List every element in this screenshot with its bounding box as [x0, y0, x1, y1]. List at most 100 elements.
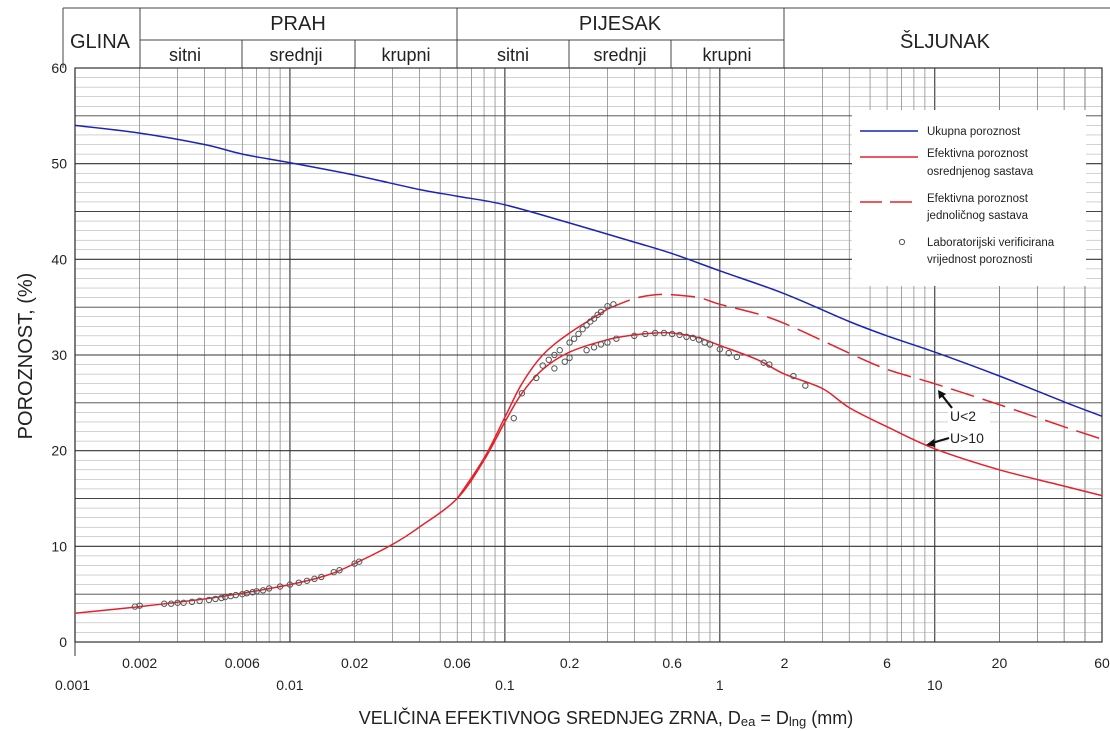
axis-tick-labels: 0 10 20 30 40 50 60 0.002 0.006 0.02 0.06 0.2 0.6 2 6 2… — [51, 60, 1110, 693]
lab-marker-point — [232, 591, 240, 599]
lab-marker-point — [760, 359, 767, 366]
x-tick-label-upper: 6 — [883, 655, 891, 671]
y-tick-label: 0 — [59, 634, 67, 650]
x-tick-label-lower: 1 — [716, 677, 724, 693]
x-tick-label-upper: 20 — [992, 655, 1008, 671]
header-prah-krupni: krupni — [381, 45, 430, 65]
header-prah-sitni: sitni — [169, 45, 201, 65]
header-prah: PRAH — [270, 13, 326, 35]
lab-marker-point — [205, 596, 213, 604]
x-tick-label-upper: 0.2 — [560, 655, 580, 671]
series-line-ukupna — [74, 124, 1103, 417]
lab-marker-point — [533, 374, 540, 382]
lab-marker-point — [590, 344, 598, 351]
lab-marker-point — [676, 331, 683, 339]
y-axis-title: POROZNOST, (%) — [15, 273, 37, 440]
lab-marker-point — [604, 339, 611, 346]
series-lines — [74, 124, 1103, 615]
x-tick-label-upper: 2 — [781, 655, 789, 671]
lab-marker-point — [733, 353, 741, 361]
x-tick-label-upper: 0.06 — [444, 655, 471, 671]
header-pijesak-sitni: sitni — [497, 45, 529, 65]
x-tick-label-upper: 60 — [1094, 655, 1110, 671]
y-tick-label: 30 — [51, 347, 67, 363]
lab-marker-point — [253, 588, 260, 595]
lab-marker-point — [167, 600, 175, 607]
lab-marker-point — [604, 303, 611, 310]
header-pijesak-krupni: krupni — [702, 45, 751, 65]
annotation-arrowhead-u2 — [938, 390, 946, 399]
annotation-bg-u2 — [948, 406, 990, 424]
x-axis-title-mid: = D — [755, 708, 789, 728]
lab-marker-point — [583, 347, 590, 354]
legend-label-lab-2: vrijednost poroznosti — [927, 254, 1032, 266]
lab-marker-point — [336, 567, 343, 574]
lab-marker-point — [597, 308, 605, 316]
x-tick-label-lower: 0.01 — [276, 677, 303, 693]
header-pijesak: PIJESAK — [579, 13, 662, 35]
lab-marker-point — [539, 362, 546, 369]
lab-marker-point — [510, 414, 517, 422]
y-tick-label: 20 — [51, 443, 67, 459]
x-tick-label-upper: 0.02 — [341, 655, 368, 671]
lab-marker-point — [174, 599, 181, 606]
lab-marker-point — [180, 599, 187, 606]
lab-marker-point — [330, 568, 338, 576]
header-pijesak-srednji: srednji — [593, 45, 646, 65]
x-tick-label-lower: 0.1 — [495, 677, 515, 693]
lab-marker-point — [218, 594, 225, 602]
legend-label-osrednjenog-1: Efektivna poroznost — [927, 148, 1029, 160]
lab-marker-point — [188, 598, 196, 606]
lab-marker-point — [212, 595, 219, 603]
grid — [74, 67, 1103, 656]
soil-class-header: GLINA PRAH PIJESAK ŠLJUNAK sitni srednji… — [62, 7, 1110, 68]
lab-marker-point — [695, 336, 703, 343]
lab-marker-point — [802, 382, 809, 389]
plot-frame — [74, 67, 1103, 643]
legend-label-jednolicnog-2: jednoličnog sastava — [926, 210, 1029, 222]
legend-label-osrednjenog-2: osrednjenog sastava — [927, 166, 1034, 178]
series-line-osrednjenog — [74, 331, 1103, 615]
lab-marker-point — [249, 589, 256, 596]
lab-marker-point — [597, 341, 605, 348]
legend-box — [852, 110, 1086, 286]
lab-marker-point — [570, 335, 578, 342]
lab-marker-point — [590, 315, 598, 322]
x-axis-title: VELIČINA EFEKTIVNOG SREDNJEG ZRNA, Dea =… — [359, 707, 853, 729]
lab-marker-point — [566, 339, 573, 346]
legend-marker-circle — [898, 238, 906, 246]
lab-marker-point — [706, 341, 714, 348]
lab-marker-point — [660, 329, 668, 337]
header-prah-srednji: srednji — [269, 45, 322, 65]
x-axis-title-end: (mm) — [806, 708, 853, 728]
lab-marker-point — [556, 347, 563, 354]
lab-marker-point — [566, 354, 573, 362]
lab-marker-point — [318, 573, 325, 581]
lab-marker-point — [551, 365, 558, 372]
legend: Ukupna poroznost Efektivna poroznost osr… — [852, 110, 1086, 286]
lab-marker-point — [631, 332, 638, 340]
lab-marker-point — [545, 356, 552, 363]
y-tick-label: 60 — [51, 60, 67, 76]
lab-marker-point — [642, 330, 649, 338]
annotations: U<2 U>10 — [926, 390, 998, 447]
y-tick-label: 10 — [51, 538, 67, 554]
lab-marker-point — [259, 587, 267, 594]
lab-marker-point — [160, 600, 168, 607]
annotation-u-greater-10: U>10 — [950, 430, 984, 446]
lab-marker-point — [303, 577, 311, 584]
x-axis-title-main: VELIČINA EFEKTIVNOG SREDNJEG ZRNA, D — [359, 707, 741, 728]
legend-label-ukupna: Ukupna poroznost — [927, 126, 1021, 138]
x-axis-title-sub1: ea — [741, 714, 756, 729]
lab-marker-point — [668, 330, 676, 338]
legend-label-lab-1: Laboratorijski verificirana — [927, 237, 1055, 249]
lab-marker-point — [295, 579, 303, 586]
lab-marker-point — [355, 558, 363, 565]
lab-marker-point — [196, 597, 203, 605]
lab-marker-point — [701, 339, 708, 346]
y-tick-label: 50 — [51, 156, 67, 172]
lab-marker-point — [610, 301, 617, 308]
series-line-jednolicnog — [607, 293, 1103, 440]
x-tick-label-upper: 0.6 — [662, 655, 682, 671]
